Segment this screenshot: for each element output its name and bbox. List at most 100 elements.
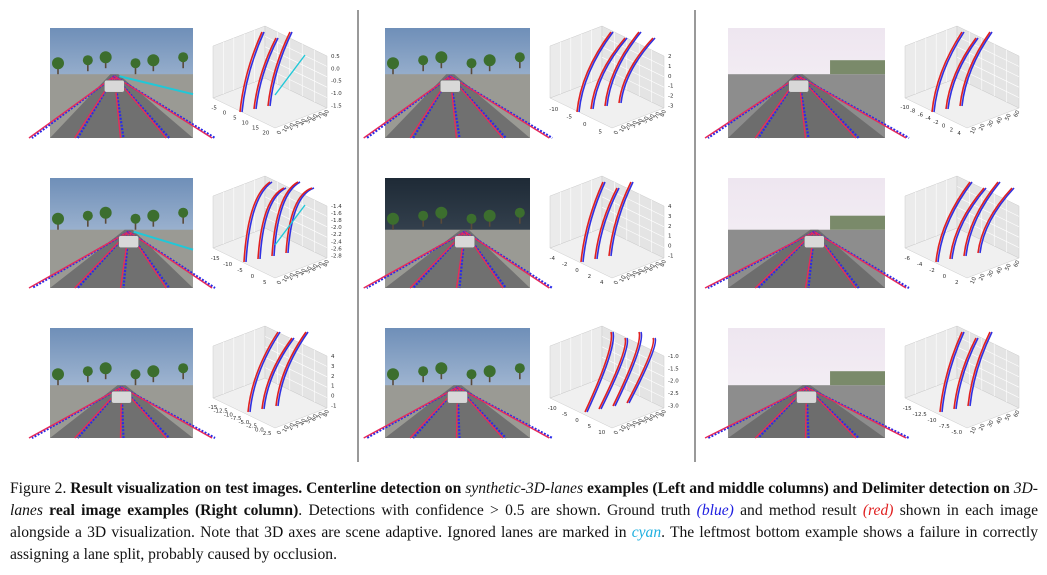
plot-grid (956, 336, 1020, 367)
lane-truth (113, 75, 216, 139)
plot-grid (264, 67, 328, 98)
plot-lane-truth (941, 331, 965, 413)
y-tick-label: 60 (311, 263, 320, 272)
y-tick-label: 40 (996, 266, 1005, 275)
x-tick-label: -7.5 (939, 424, 950, 430)
x-tick-label: -10 (224, 412, 233, 418)
y-tick-label: 10 (282, 424, 291, 433)
y-tick-label: 60 (1013, 259, 1022, 268)
x-tick-label: 5 (588, 424, 592, 430)
plot-lane-prediction (580, 181, 604, 263)
x-tick-label: 5 (599, 129, 603, 135)
y-tick-label: 20 (625, 422, 634, 431)
tree (147, 209, 160, 222)
lane-truth (449, 75, 553, 139)
tree-trunk (87, 63, 89, 72)
y-tick-label: 20 (978, 423, 987, 432)
x-tick-label: 20 (262, 131, 269, 137)
x-tick-label: 4 (957, 131, 961, 137)
plot-lane-truth (961, 31, 993, 107)
plot-lane-truth (287, 187, 315, 254)
plot-grid (956, 56, 1020, 88)
tree (418, 55, 429, 66)
x-tick-label: 10 (598, 430, 605, 436)
tree-trunk (87, 374, 89, 383)
x-tick-label: 0.0 (255, 427, 264, 433)
z-tick-label: 0 (668, 244, 672, 250)
x-tick-label: -2 (929, 268, 934, 274)
z-tick-label: -1.6 (331, 211, 342, 217)
z-tick-label: 4 (668, 204, 672, 210)
tree-trunk (470, 377, 473, 386)
tree (178, 363, 189, 374)
z-tick-label: -1.5 (331, 103, 342, 109)
y-tick-label: 30 (294, 420, 303, 429)
plot-lane-truth (933, 31, 965, 113)
y-tick-label: 70 (654, 261, 663, 270)
car (440, 79, 461, 93)
lane-truth (412, 230, 466, 289)
plot-lane-prediction (931, 31, 963, 113)
y-tick-label: 0 (613, 280, 620, 286)
x-tick-label: 0 (251, 274, 255, 280)
plot-grid (601, 186, 665, 217)
x-tick-label: -4 (917, 262, 923, 268)
z-tick-label: 1 (331, 384, 335, 390)
x-tick-label: -4 (549, 256, 555, 262)
z-tick-label: -1 (668, 253, 673, 259)
plot-grid (956, 367, 1020, 398)
plot-wall-back (956, 175, 1020, 259)
plot-lane-prediction (949, 187, 985, 260)
caption-segment: cyan (631, 524, 662, 541)
plot-lane-prediction (612, 331, 641, 407)
tree-trunk (182, 371, 184, 380)
z-tick-label: 0.0 (331, 66, 340, 72)
tree (178, 207, 189, 218)
y-tick-label: 80 (659, 109, 668, 118)
tree (147, 365, 160, 378)
tree-trunk (422, 218, 424, 227)
z-tick-label: 3 (331, 364, 335, 370)
plot-grid (601, 67, 665, 98)
z-tick-label: -1.8 (331, 218, 342, 224)
y-tick-label: 70 (317, 111, 326, 120)
lane-truth (128, 230, 216, 289)
tree (130, 213, 141, 224)
y-tick-label: 20 (288, 122, 297, 131)
tree-trunk (57, 66, 59, 75)
tree-trunk (470, 66, 473, 75)
plot-grid (601, 36, 665, 67)
plot-lane-prediction (959, 31, 991, 107)
x-tick-label: 0 (583, 122, 587, 128)
lane-truth (76, 230, 130, 289)
tree (387, 368, 399, 381)
y-tick-label: 50 (1004, 263, 1013, 272)
plot-lane-truth (947, 37, 979, 110)
y-tick-label: 40 (636, 118, 645, 127)
z-tick-label: -0.5 (331, 79, 342, 85)
tree (130, 369, 141, 380)
scene-photo (704, 28, 910, 139)
lane-prediction (28, 75, 115, 139)
tree (514, 363, 525, 374)
y-tick-label: 30 (987, 119, 996, 128)
scene-photo (28, 28, 216, 139)
z-tick-label: -1 (668, 84, 673, 90)
lane-prediction (363, 231, 466, 289)
x-tick-label: -5 (211, 106, 217, 112)
tree-trunk (134, 377, 137, 386)
x-tick-label: 5 (233, 116, 237, 122)
y-tick-label: 10 (970, 426, 979, 435)
plot-lane-prediction (967, 331, 991, 407)
tree-trunk (134, 221, 137, 230)
lane-truth (31, 75, 116, 139)
y-tick-label: 50 (305, 265, 314, 274)
plot-lane-truth (241, 31, 265, 113)
plot-lane-truth (255, 37, 279, 110)
tree (387, 212, 399, 225)
z-tick-label: -1.5 (668, 366, 679, 372)
